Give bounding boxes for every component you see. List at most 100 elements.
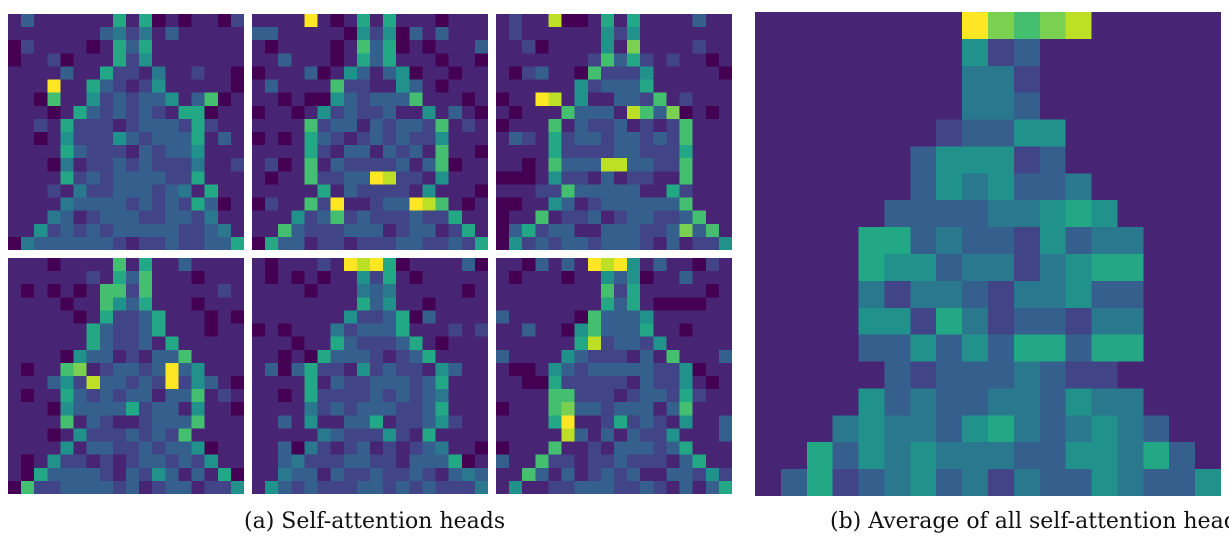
heatmap-cell <box>409 389 423 403</box>
heatmap-cell <box>21 14 35 28</box>
heatmap-cell <box>356 310 371 324</box>
heatmap-cell <box>178 145 192 159</box>
heatmap-cell <box>614 14 628 28</box>
heatmap-cell <box>343 92 358 107</box>
heatmap-cell <box>278 14 292 28</box>
heatmap-cell <box>548 389 562 403</box>
heatmap-cell <box>692 271 707 285</box>
heatmap-cell <box>204 376 219 390</box>
heatmap-cell <box>679 66 693 80</box>
heatmap-cell <box>614 284 628 298</box>
heatmap-cell <box>8 258 22 272</box>
heatmap-cell <box>461 210 476 225</box>
heatmap-cell <box>356 66 371 80</box>
heatmap-cell <box>230 297 244 311</box>
heatmap-cell <box>291 389 305 403</box>
heatmap-cell <box>448 402 463 416</box>
heatmap-cell <box>1065 146 1093 174</box>
heatmap-cell <box>278 27 292 41</box>
heatmap-cell <box>780 146 808 174</box>
heatmap-cell <box>217 79 232 93</box>
heatmap-cell <box>191 66 205 80</box>
heatmap-cell <box>422 210 436 225</box>
heatmap-cell <box>496 480 510 494</box>
heatmap-cell <box>448 376 463 390</box>
heatmap-cell <box>910 280 937 309</box>
heatmap-cell <box>653 441 667 455</box>
heatmap-cell <box>317 236 331 250</box>
heatmap-cell <box>165 66 179 80</box>
heatmap-cell <box>561 236 575 250</box>
heatmap-cell <box>178 441 192 455</box>
heatmap-cell <box>666 284 680 298</box>
heatmap-cell <box>806 361 834 389</box>
heatmap-cell <box>474 132 488 146</box>
heatmap-cell <box>21 66 35 80</box>
heatmap-cell <box>291 66 305 80</box>
heatmap-cell <box>587 118 602 133</box>
heatmap-cell <box>461 40 476 54</box>
heatmap-cell <box>383 158 397 172</box>
heatmap-cell <box>99 105 114 120</box>
heatmap-cell <box>1039 92 1067 121</box>
heatmap-cell <box>139 349 153 364</box>
heatmap-cell <box>230 271 244 285</box>
heatmap-cell <box>139 118 153 133</box>
heatmap-cell <box>73 310 87 324</box>
heatmap-cell <box>666 362 680 377</box>
heatmap-cell <box>383 271 397 285</box>
heatmap-cell <box>152 66 166 80</box>
heatmap-cell <box>422 145 436 159</box>
heatmap-cell <box>936 415 963 443</box>
heatmap-cell <box>1091 227 1118 255</box>
heatmap-average <box>755 12 1221 496</box>
heatmap-cell <box>356 454 371 469</box>
heatmap-cell <box>252 132 266 146</box>
heatmap-cell <box>126 271 140 285</box>
heatmap-cell <box>435 271 449 285</box>
heatmap-cell <box>587 14 602 28</box>
heatmap-cell <box>265 284 279 298</box>
heatmap-cell <box>962 469 989 496</box>
heatmap-cell <box>47 336 61 351</box>
heatmap-cell <box>474 66 488 80</box>
heatmap-cell <box>705 310 720 324</box>
heatmap-cell <box>600 467 615 482</box>
heatmap-cell <box>640 454 654 469</box>
heatmap-cell <box>204 236 219 250</box>
heatmap-cell <box>653 14 667 28</box>
heatmap-cell <box>884 92 911 121</box>
heatmap-cell <box>304 480 318 494</box>
heatmap-cell <box>8 362 22 377</box>
heatmap-cell <box>230 105 244 120</box>
heatmap-cell <box>1065 307 1093 336</box>
heatmap-cell <box>126 40 140 54</box>
heatmap-cell <box>705 210 720 225</box>
heatmap-cell <box>396 105 410 120</box>
heatmap-cell <box>653 271 667 285</box>
heatmap-cell <box>435 223 449 238</box>
heatmap-cell <box>666 467 680 482</box>
heatmap-cell <box>422 428 436 442</box>
heatmap-cell <box>409 297 423 311</box>
heatmap-cell <box>653 428 667 442</box>
heatmap-cell <box>139 105 153 120</box>
heatmap-cell <box>126 362 140 377</box>
heatmap-cell <box>718 184 732 198</box>
heatmap-cell <box>152 376 166 390</box>
heatmap-cell <box>230 210 244 225</box>
heatmap-cell <box>86 14 101 28</box>
heatmap-cell <box>474 349 488 364</box>
heatmap-cell <box>666 53 680 67</box>
heatmap-cell <box>356 271 371 285</box>
heatmap-cell <box>679 132 693 146</box>
heatmap-cell <box>718 53 732 67</box>
heatmap-cell <box>496 297 510 311</box>
heatmap-cell <box>461 132 476 146</box>
heatmap-cell <box>780 92 808 121</box>
heatmap-cell <box>587 297 602 311</box>
heatmap-cell <box>370 79 384 93</box>
heatmap-cell <box>152 480 166 494</box>
heatmap-cell <box>692 27 707 41</box>
heatmap-cell <box>496 441 510 455</box>
